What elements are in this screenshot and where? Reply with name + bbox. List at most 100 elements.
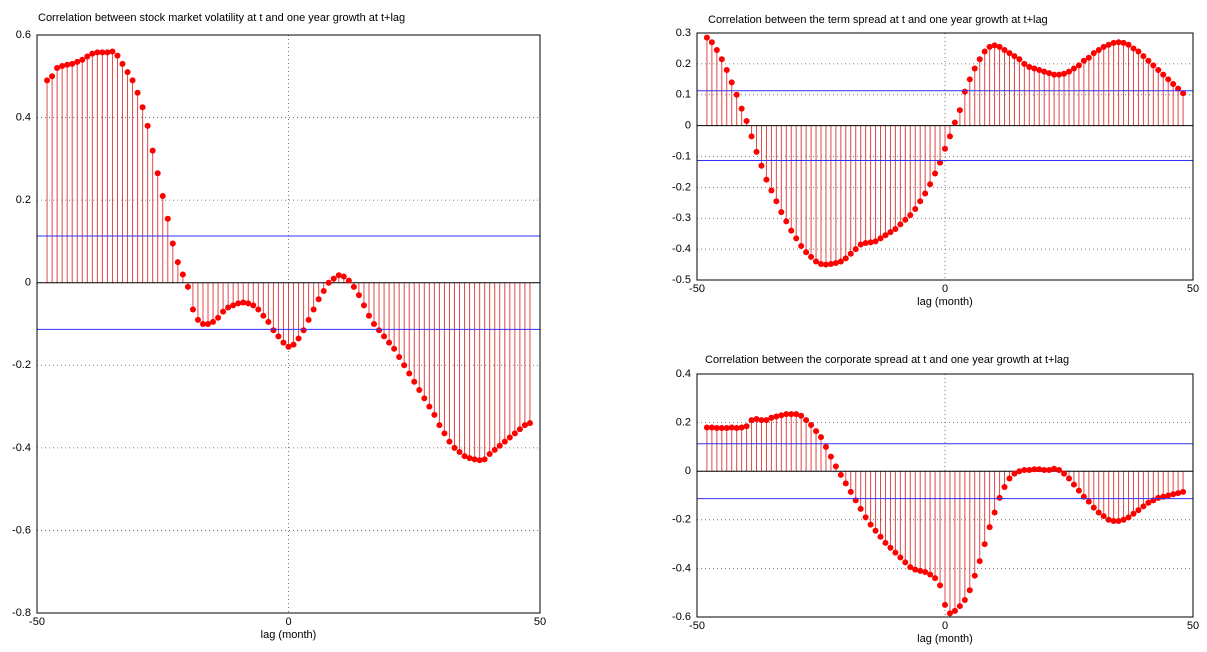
marker bbox=[355, 292, 362, 299]
x-tick-label: -50 bbox=[689, 620, 705, 632]
marker bbox=[783, 218, 790, 225]
marker bbox=[728, 79, 735, 86]
marker bbox=[109, 48, 116, 55]
marker bbox=[1135, 507, 1142, 514]
marker bbox=[788, 227, 795, 234]
marker bbox=[315, 296, 322, 303]
marker bbox=[1135, 48, 1142, 55]
marker bbox=[365, 312, 372, 319]
marker bbox=[456, 448, 463, 455]
y-tick-label: -0.4 bbox=[672, 562, 691, 574]
marker bbox=[1061, 70, 1068, 77]
marker bbox=[521, 422, 528, 429]
marker bbox=[255, 306, 262, 313]
marker bbox=[912, 205, 919, 212]
x-tick-label: 50 bbox=[534, 616, 546, 628]
x-axis-label: lag (month) bbox=[261, 629, 317, 641]
marker bbox=[1170, 80, 1177, 87]
marker bbox=[391, 345, 398, 352]
marker bbox=[1175, 490, 1182, 497]
y-tick-label: -0.5 bbox=[672, 274, 691, 286]
marker bbox=[743, 423, 750, 430]
marker bbox=[813, 428, 820, 435]
marker bbox=[1066, 475, 1072, 482]
marker bbox=[932, 170, 939, 177]
marker bbox=[758, 417, 765, 424]
marker bbox=[1100, 513, 1107, 520]
plot-frame bbox=[696, 373, 1194, 618]
marker bbox=[1155, 67, 1162, 74]
marker bbox=[1180, 488, 1187, 495]
marker bbox=[1051, 71, 1058, 78]
marker bbox=[832, 260, 839, 267]
marker bbox=[1085, 54, 1092, 61]
marker bbox=[1095, 509, 1102, 516]
marker bbox=[1061, 470, 1068, 477]
marker bbox=[215, 314, 222, 321]
marker bbox=[511, 430, 518, 437]
marker bbox=[149, 147, 156, 154]
marker bbox=[937, 582, 944, 589]
y-tick-label: 0.2 bbox=[16, 194, 31, 206]
marker bbox=[753, 148, 760, 155]
marker bbox=[1130, 510, 1137, 517]
marker bbox=[134, 89, 141, 96]
y-tick-label: -0.2 bbox=[672, 181, 691, 193]
marker bbox=[441, 430, 448, 437]
y-tick-label: 0 bbox=[25, 277, 31, 289]
y-tick-label: -0.2 bbox=[672, 514, 691, 526]
marker bbox=[189, 306, 196, 313]
marker bbox=[526, 420, 533, 427]
marker bbox=[320, 287, 327, 294]
x-tick-label: 0 bbox=[285, 616, 291, 628]
marker bbox=[713, 46, 720, 53]
marker bbox=[738, 105, 745, 112]
marker bbox=[907, 564, 914, 571]
marker bbox=[877, 533, 884, 540]
marker bbox=[723, 67, 730, 74]
marker bbox=[703, 424, 710, 431]
marker bbox=[411, 378, 418, 385]
marker bbox=[360, 302, 367, 309]
marker bbox=[763, 176, 770, 183]
marker bbox=[867, 239, 874, 246]
marker bbox=[129, 77, 136, 84]
marker bbox=[847, 488, 854, 495]
marker bbox=[260, 312, 267, 319]
y-tick-label: 0.3 bbox=[676, 27, 691, 39]
marker bbox=[54, 65, 61, 72]
marker bbox=[300, 327, 307, 334]
marker bbox=[1145, 499, 1152, 506]
marker bbox=[1105, 41, 1112, 48]
marker bbox=[718, 56, 725, 63]
marker bbox=[184, 283, 191, 290]
chart-title: Correlation between the corporate spread… bbox=[705, 354, 1069, 366]
marker bbox=[733, 91, 740, 98]
marker bbox=[862, 239, 869, 246]
marker bbox=[59, 62, 66, 69]
marker bbox=[1180, 90, 1187, 97]
y-tick-label: -0.2 bbox=[12, 359, 31, 371]
marker bbox=[976, 56, 983, 63]
marker bbox=[1006, 475, 1013, 482]
marker bbox=[917, 567, 924, 574]
marker bbox=[1170, 491, 1177, 498]
marker bbox=[446, 438, 453, 445]
marker bbox=[912, 566, 919, 573]
marker bbox=[64, 61, 71, 68]
marker bbox=[932, 575, 939, 582]
marker bbox=[1150, 62, 1157, 69]
marker bbox=[345, 277, 352, 284]
marker bbox=[265, 318, 272, 325]
marker bbox=[270, 327, 277, 334]
marker bbox=[436, 422, 443, 429]
x-tick-label: -50 bbox=[689, 283, 705, 295]
marker bbox=[381, 333, 388, 340]
marker bbox=[486, 451, 493, 458]
marker bbox=[922, 190, 929, 197]
marker bbox=[330, 275, 337, 282]
marker bbox=[917, 198, 924, 205]
marker bbox=[937, 159, 944, 166]
marker bbox=[971, 572, 978, 579]
marker bbox=[882, 232, 889, 239]
